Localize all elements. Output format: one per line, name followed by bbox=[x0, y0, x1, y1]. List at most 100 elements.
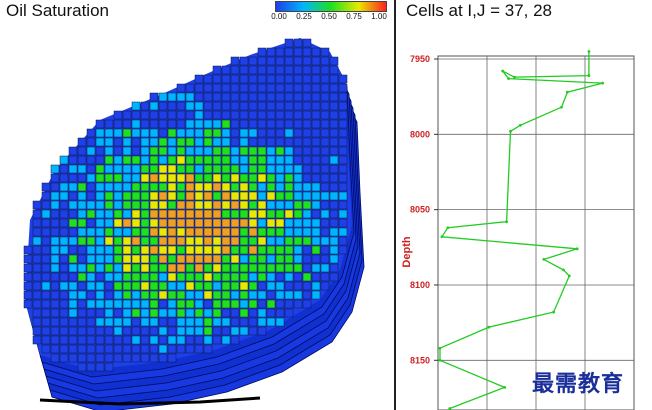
grid-cell bbox=[248, 218, 258, 228]
grid-cell bbox=[302, 38, 312, 48]
grid-cell bbox=[194, 227, 204, 237]
grid-cell bbox=[320, 281, 330, 291]
grid-cell bbox=[311, 227, 321, 237]
data-point bbox=[501, 69, 505, 73]
grid-cell bbox=[140, 110, 150, 120]
grid-cell bbox=[122, 218, 132, 228]
grid-cell bbox=[329, 191, 339, 201]
grid-cell bbox=[140, 101, 150, 111]
grid-cell bbox=[68, 290, 78, 300]
grid-cell bbox=[122, 227, 132, 237]
grid-cell bbox=[77, 317, 87, 327]
grid-cell bbox=[77, 173, 87, 183]
grid-cell bbox=[257, 110, 267, 120]
grid-cell bbox=[203, 272, 213, 282]
grid-cell bbox=[176, 290, 186, 300]
reservoir-grid-3d-view[interactable] bbox=[0, 0, 394, 410]
grid-cell bbox=[86, 362, 96, 372]
grid-cell bbox=[59, 353, 69, 363]
grid-cell bbox=[95, 299, 105, 309]
grid-cell bbox=[275, 173, 285, 183]
data-point bbox=[448, 407, 452, 410]
well-profile-panel[interactable]: Cells at I,J = 37, 28 7950 8000 8050 810… bbox=[396, 0, 652, 410]
grid-cell bbox=[113, 218, 123, 228]
grid-cell bbox=[275, 164, 285, 174]
grid-cell bbox=[266, 245, 276, 255]
grid-cell bbox=[338, 92, 348, 102]
grid-cell bbox=[302, 209, 312, 219]
data-point bbox=[446, 226, 450, 230]
grid-cell bbox=[176, 137, 186, 147]
grid-cell bbox=[32, 326, 42, 336]
grid-cell bbox=[113, 290, 123, 300]
grid-cell bbox=[248, 254, 258, 264]
colorbar-tick: 0.50 bbox=[321, 12, 337, 21]
grid-cell bbox=[248, 164, 258, 174]
grid-cell bbox=[230, 227, 240, 237]
grid-cell bbox=[311, 245, 321, 255]
grid-cell bbox=[50, 236, 60, 246]
grid-cell bbox=[266, 191, 276, 201]
grid-cell bbox=[302, 254, 312, 264]
grid-cell bbox=[239, 182, 249, 192]
depth-profile-chart[interactable]: 7950 8000 8050 8100 8150 Depth bbox=[396, 0, 652, 410]
grid-cell bbox=[77, 254, 87, 264]
colorbar bbox=[275, 1, 387, 12]
grid-cell bbox=[320, 74, 330, 84]
grid-cell bbox=[248, 173, 258, 183]
grid-cell bbox=[59, 245, 69, 255]
colorbar-tick: 0.75 bbox=[346, 12, 362, 21]
grid-cell bbox=[212, 119, 222, 129]
grid-cell bbox=[311, 92, 321, 102]
grid-cell bbox=[95, 263, 105, 273]
grid-cell bbox=[239, 92, 249, 102]
grid-cell bbox=[266, 74, 276, 84]
grid-cell bbox=[50, 209, 60, 219]
grid-cell bbox=[185, 110, 195, 120]
grid-cell bbox=[86, 344, 96, 354]
grid-cell bbox=[212, 236, 222, 246]
panel-divider[interactable] bbox=[394, 0, 396, 410]
grid-cell bbox=[212, 65, 222, 75]
grid-cell bbox=[257, 281, 267, 291]
y-tick-label: 8050 bbox=[410, 205, 430, 215]
grid-cell bbox=[140, 317, 150, 327]
grid-cell bbox=[194, 119, 204, 129]
grid-cell bbox=[50, 182, 60, 192]
grid-cell bbox=[32, 227, 42, 237]
grid-cell bbox=[113, 182, 123, 192]
grid-cell bbox=[239, 119, 249, 129]
data-point bbox=[542, 257, 546, 261]
grid-cell bbox=[230, 263, 240, 273]
grid-cell bbox=[131, 110, 141, 120]
grid-cell bbox=[167, 191, 177, 201]
grid-cell bbox=[185, 92, 195, 102]
grid-cell bbox=[257, 74, 267, 84]
grid-cell bbox=[311, 209, 321, 219]
grid-cell bbox=[86, 326, 96, 336]
grid-cell bbox=[176, 218, 186, 228]
grid-cell bbox=[77, 344, 87, 354]
grid-cell bbox=[32, 317, 42, 327]
grid-cell bbox=[293, 164, 303, 174]
grid-cell bbox=[221, 254, 231, 264]
grid-cell bbox=[257, 83, 267, 93]
grid-cell bbox=[95, 173, 105, 183]
grid-cell bbox=[302, 164, 312, 174]
grid-cell bbox=[86, 146, 96, 156]
grid-cell bbox=[104, 281, 114, 291]
grid-cell bbox=[113, 200, 123, 210]
grid-cell bbox=[266, 182, 276, 192]
oil-saturation-panel[interactable]: Oil Saturation 0.00 0.25 0.50 0.75 1.00 bbox=[0, 0, 394, 410]
grid-cell bbox=[293, 119, 303, 129]
grid-cell bbox=[293, 182, 303, 192]
grid-cell bbox=[284, 110, 294, 120]
grid-cell bbox=[257, 326, 267, 336]
grid-cell bbox=[311, 47, 321, 57]
grid-cell bbox=[149, 227, 159, 237]
data-point bbox=[518, 123, 522, 127]
grid-cell bbox=[113, 191, 123, 201]
grid-cell bbox=[275, 110, 285, 120]
grid-cell bbox=[131, 326, 141, 336]
grid-cell bbox=[194, 155, 204, 165]
